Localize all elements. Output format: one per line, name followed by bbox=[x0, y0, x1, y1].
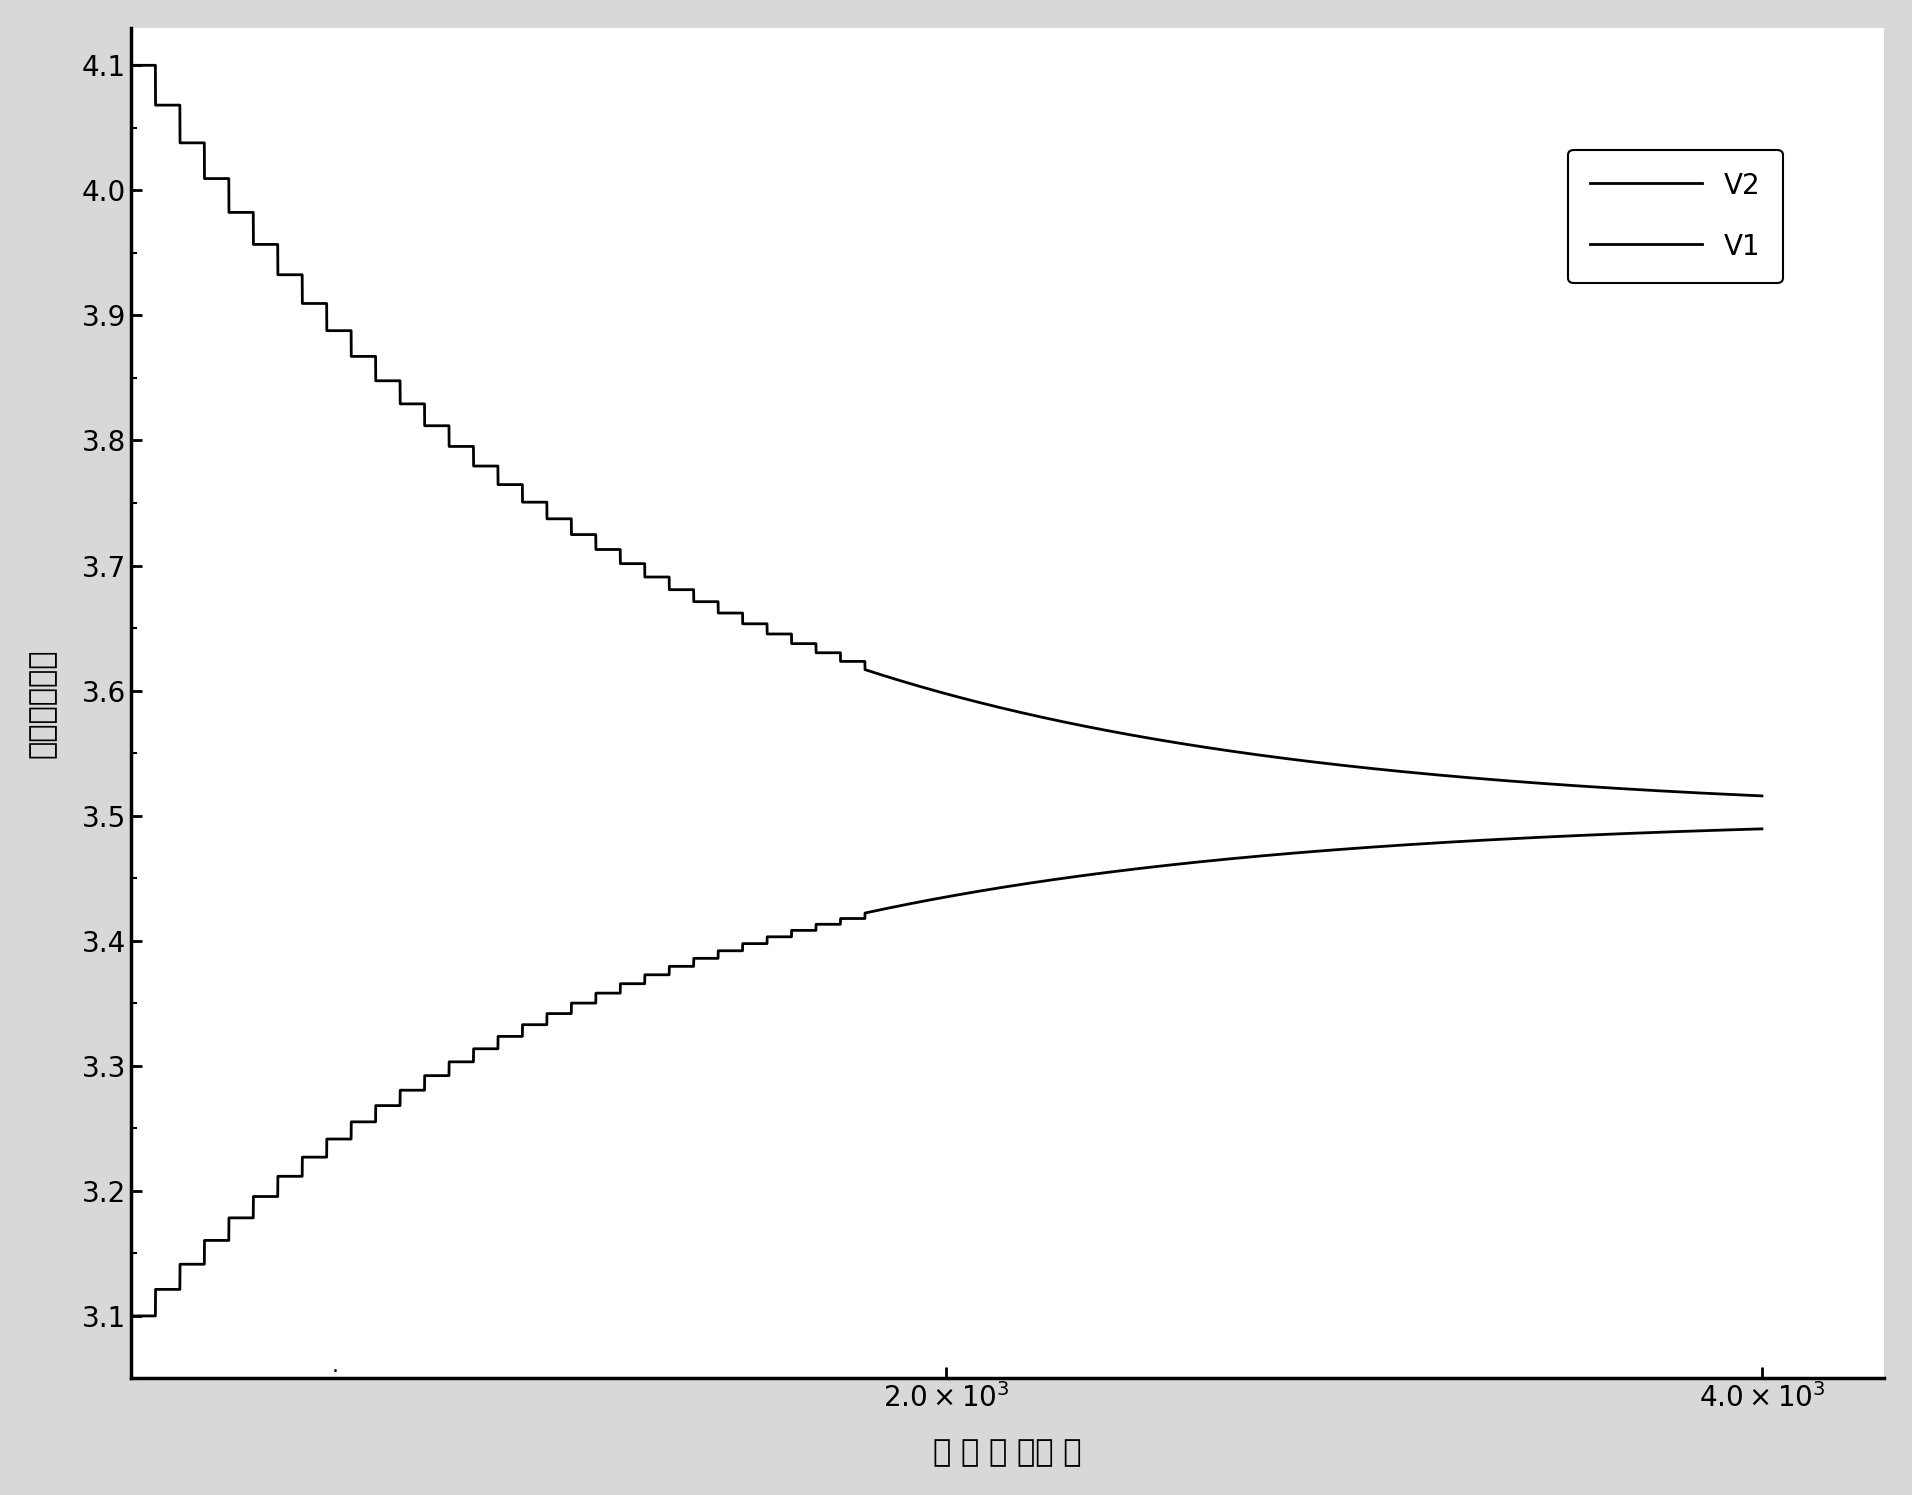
V2 bbox=[891, 673, 914, 691]
V1 bbox=[891, 897, 914, 915]
V2 bbox=[1287, 750, 1310, 768]
Y-axis label: 电压（伏特）: 电压（伏特） bbox=[29, 649, 57, 758]
V2 bbox=[1749, 786, 1772, 804]
V2 bbox=[1644, 782, 1667, 800]
Line: V1: V1 bbox=[132, 828, 1761, 1316]
V1 bbox=[1105, 863, 1128, 881]
V1 bbox=[526, 1015, 549, 1033]
Text: .: . bbox=[331, 1356, 338, 1377]
V2 bbox=[120, 57, 143, 75]
V1 bbox=[1644, 824, 1667, 842]
V1 bbox=[1166, 855, 1189, 873]
V2 bbox=[526, 493, 549, 511]
V2 bbox=[1166, 734, 1189, 752]
V2 bbox=[1105, 724, 1128, 742]
Legend: V2, V1: V2, V1 bbox=[1568, 150, 1782, 284]
X-axis label: 时 间 （ 毫秒 ）: 时 间 （ 毫秒 ） bbox=[933, 1438, 1082, 1467]
V1 bbox=[1749, 819, 1772, 837]
V1 bbox=[1287, 843, 1310, 861]
V1 bbox=[120, 1307, 143, 1325]
Line: V2: V2 bbox=[132, 66, 1761, 795]
